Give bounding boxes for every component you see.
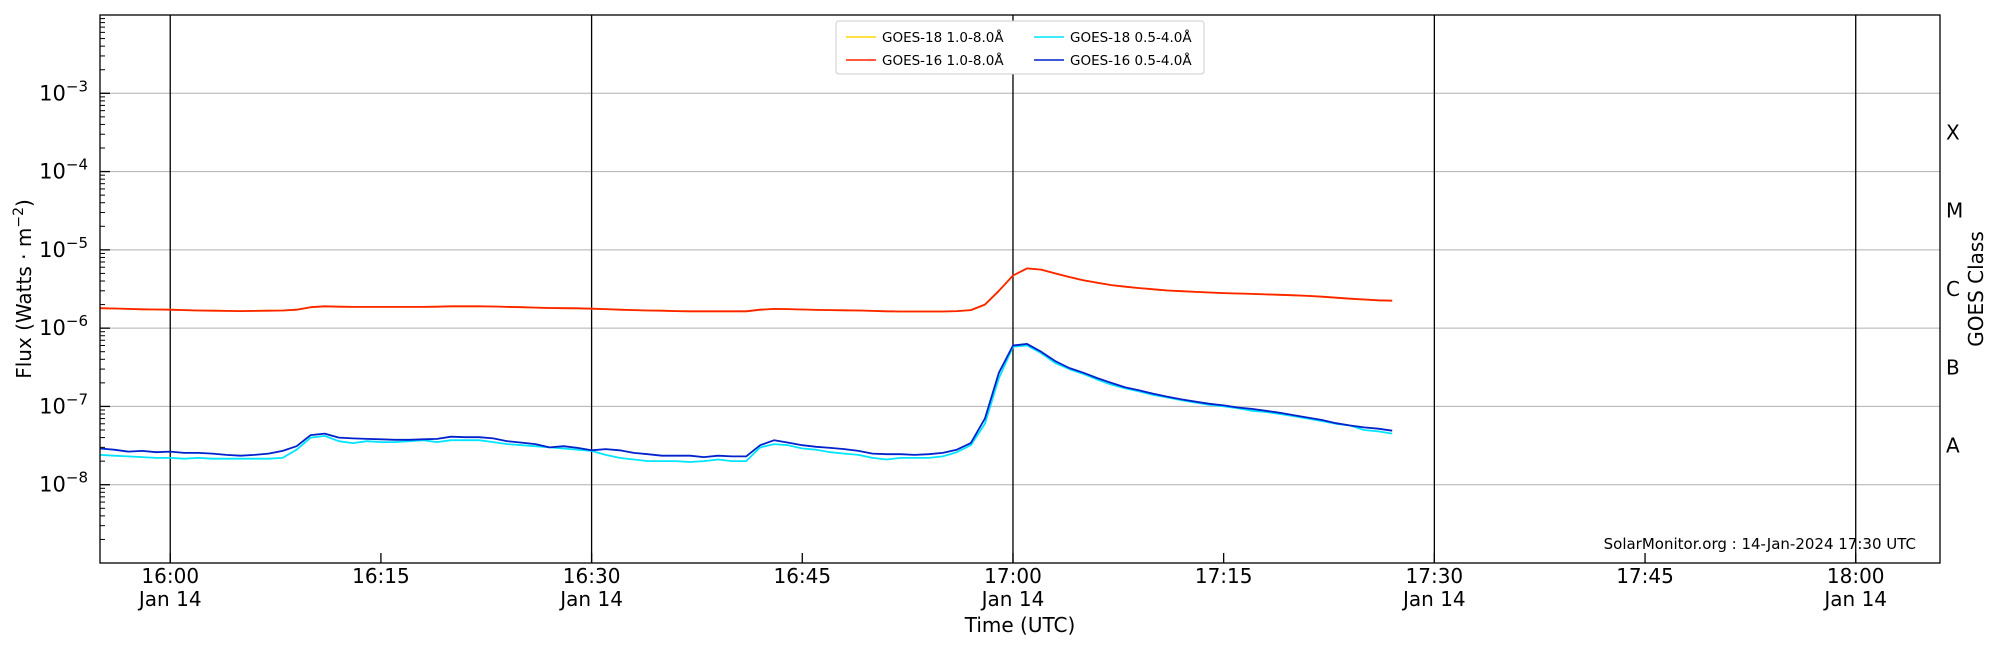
- series-line-2: [99, 344, 1393, 463]
- y-tick-exponent: −7: [66, 390, 88, 408]
- x-tick-date: Jan 14: [980, 587, 1045, 611]
- goes-class-x: X: [1946, 120, 1960, 144]
- x-tick-label: 16:00: [141, 564, 199, 588]
- y-tick-exponent: −8: [66, 469, 88, 487]
- goes-class-c: C: [1946, 277, 1960, 301]
- y-tick-label: 10−8: [39, 469, 88, 497]
- legend-box: [835, 20, 1205, 75]
- y-tick-label: 10−7: [39, 390, 88, 418]
- x-tick-date: Jan 14: [558, 587, 623, 611]
- time-marker-lines: [169, 15, 1857, 563]
- y-tick-base: 10: [39, 81, 66, 105]
- legend-label: GOES-18 1.0-8.0Å: [882, 29, 1004, 46]
- legend-label: GOES-18 0.5-4.0Å: [1070, 29, 1192, 46]
- legend-label: GOES-16 1.0-8.0Å: [882, 52, 1004, 69]
- x-tick-label: 17:15: [1195, 564, 1253, 588]
- grid-layer: [100, 92, 1940, 486]
- series-line-1: [99, 267, 1393, 313]
- goes-class-a: A: [1946, 434, 1960, 458]
- y-axis-ticks: 10−810−710−610−510−410−3: [39, 18, 110, 540]
- y-tick-exponent: −4: [66, 156, 88, 174]
- x-tick-label: 18:00: [1827, 564, 1885, 588]
- x-tick-label: 16:30: [563, 564, 621, 588]
- y-axis-label: Flux (Watts · m−2): [11, 199, 36, 379]
- x-tick-label: 17:30: [1406, 564, 1464, 588]
- y-tick-exponent: −5: [66, 234, 88, 252]
- y-tick-exponent: −3: [66, 77, 88, 95]
- goes-class-axis-label: GOES Class: [1964, 231, 1988, 347]
- series-layer: [99, 267, 1393, 463]
- y-tick-base: 10: [39, 394, 66, 418]
- goes-class-m: M: [1946, 199, 1963, 223]
- x-tick-label: 16:45: [773, 564, 831, 588]
- legend: GOES-18 1.0-8.0Å GOES-16 1.0-8.0Å GOES-18 …: [835, 20, 1205, 75]
- y-tick-label: 10−5: [39, 234, 88, 262]
- series-line-3: [99, 343, 1393, 458]
- y-tick-base: 10: [39, 473, 66, 497]
- goes-class-b: B: [1946, 355, 1960, 379]
- x-tick-date: Jan 14: [1822, 587, 1887, 611]
- x-tick-label: 17:00: [984, 564, 1042, 588]
- legend-label: GOES-16 0.5-4.0Å: [1070, 52, 1192, 69]
- y-tick-label: 10−3: [39, 77, 88, 105]
- y-tick-base: 10: [39, 238, 66, 262]
- series-line-0: [99, 267, 1393, 313]
- y-tick-base: 10: [39, 316, 66, 340]
- y-tick-exponent: −6: [66, 312, 88, 330]
- y-tick-label: 10−4: [39, 156, 88, 184]
- x-tick-label: 16:15: [352, 564, 410, 588]
- y-tick-label: 10−6: [39, 312, 88, 340]
- goes-class-labels: A B C M X: [1946, 120, 1963, 457]
- x-tick-date: Jan 14: [1401, 587, 1466, 611]
- x-tick-label: 17:45: [1616, 564, 1674, 588]
- y-tick-base: 10: [39, 160, 66, 184]
- plot-frame: [99, 14, 1941, 564]
- x-axis-label: Time (UTC): [964, 613, 1076, 637]
- x-tick-date: Jan 14: [137, 587, 202, 611]
- credit-text: SolarMonitor.org : 14-Jan-2024 17:30 UTC: [1604, 535, 1916, 553]
